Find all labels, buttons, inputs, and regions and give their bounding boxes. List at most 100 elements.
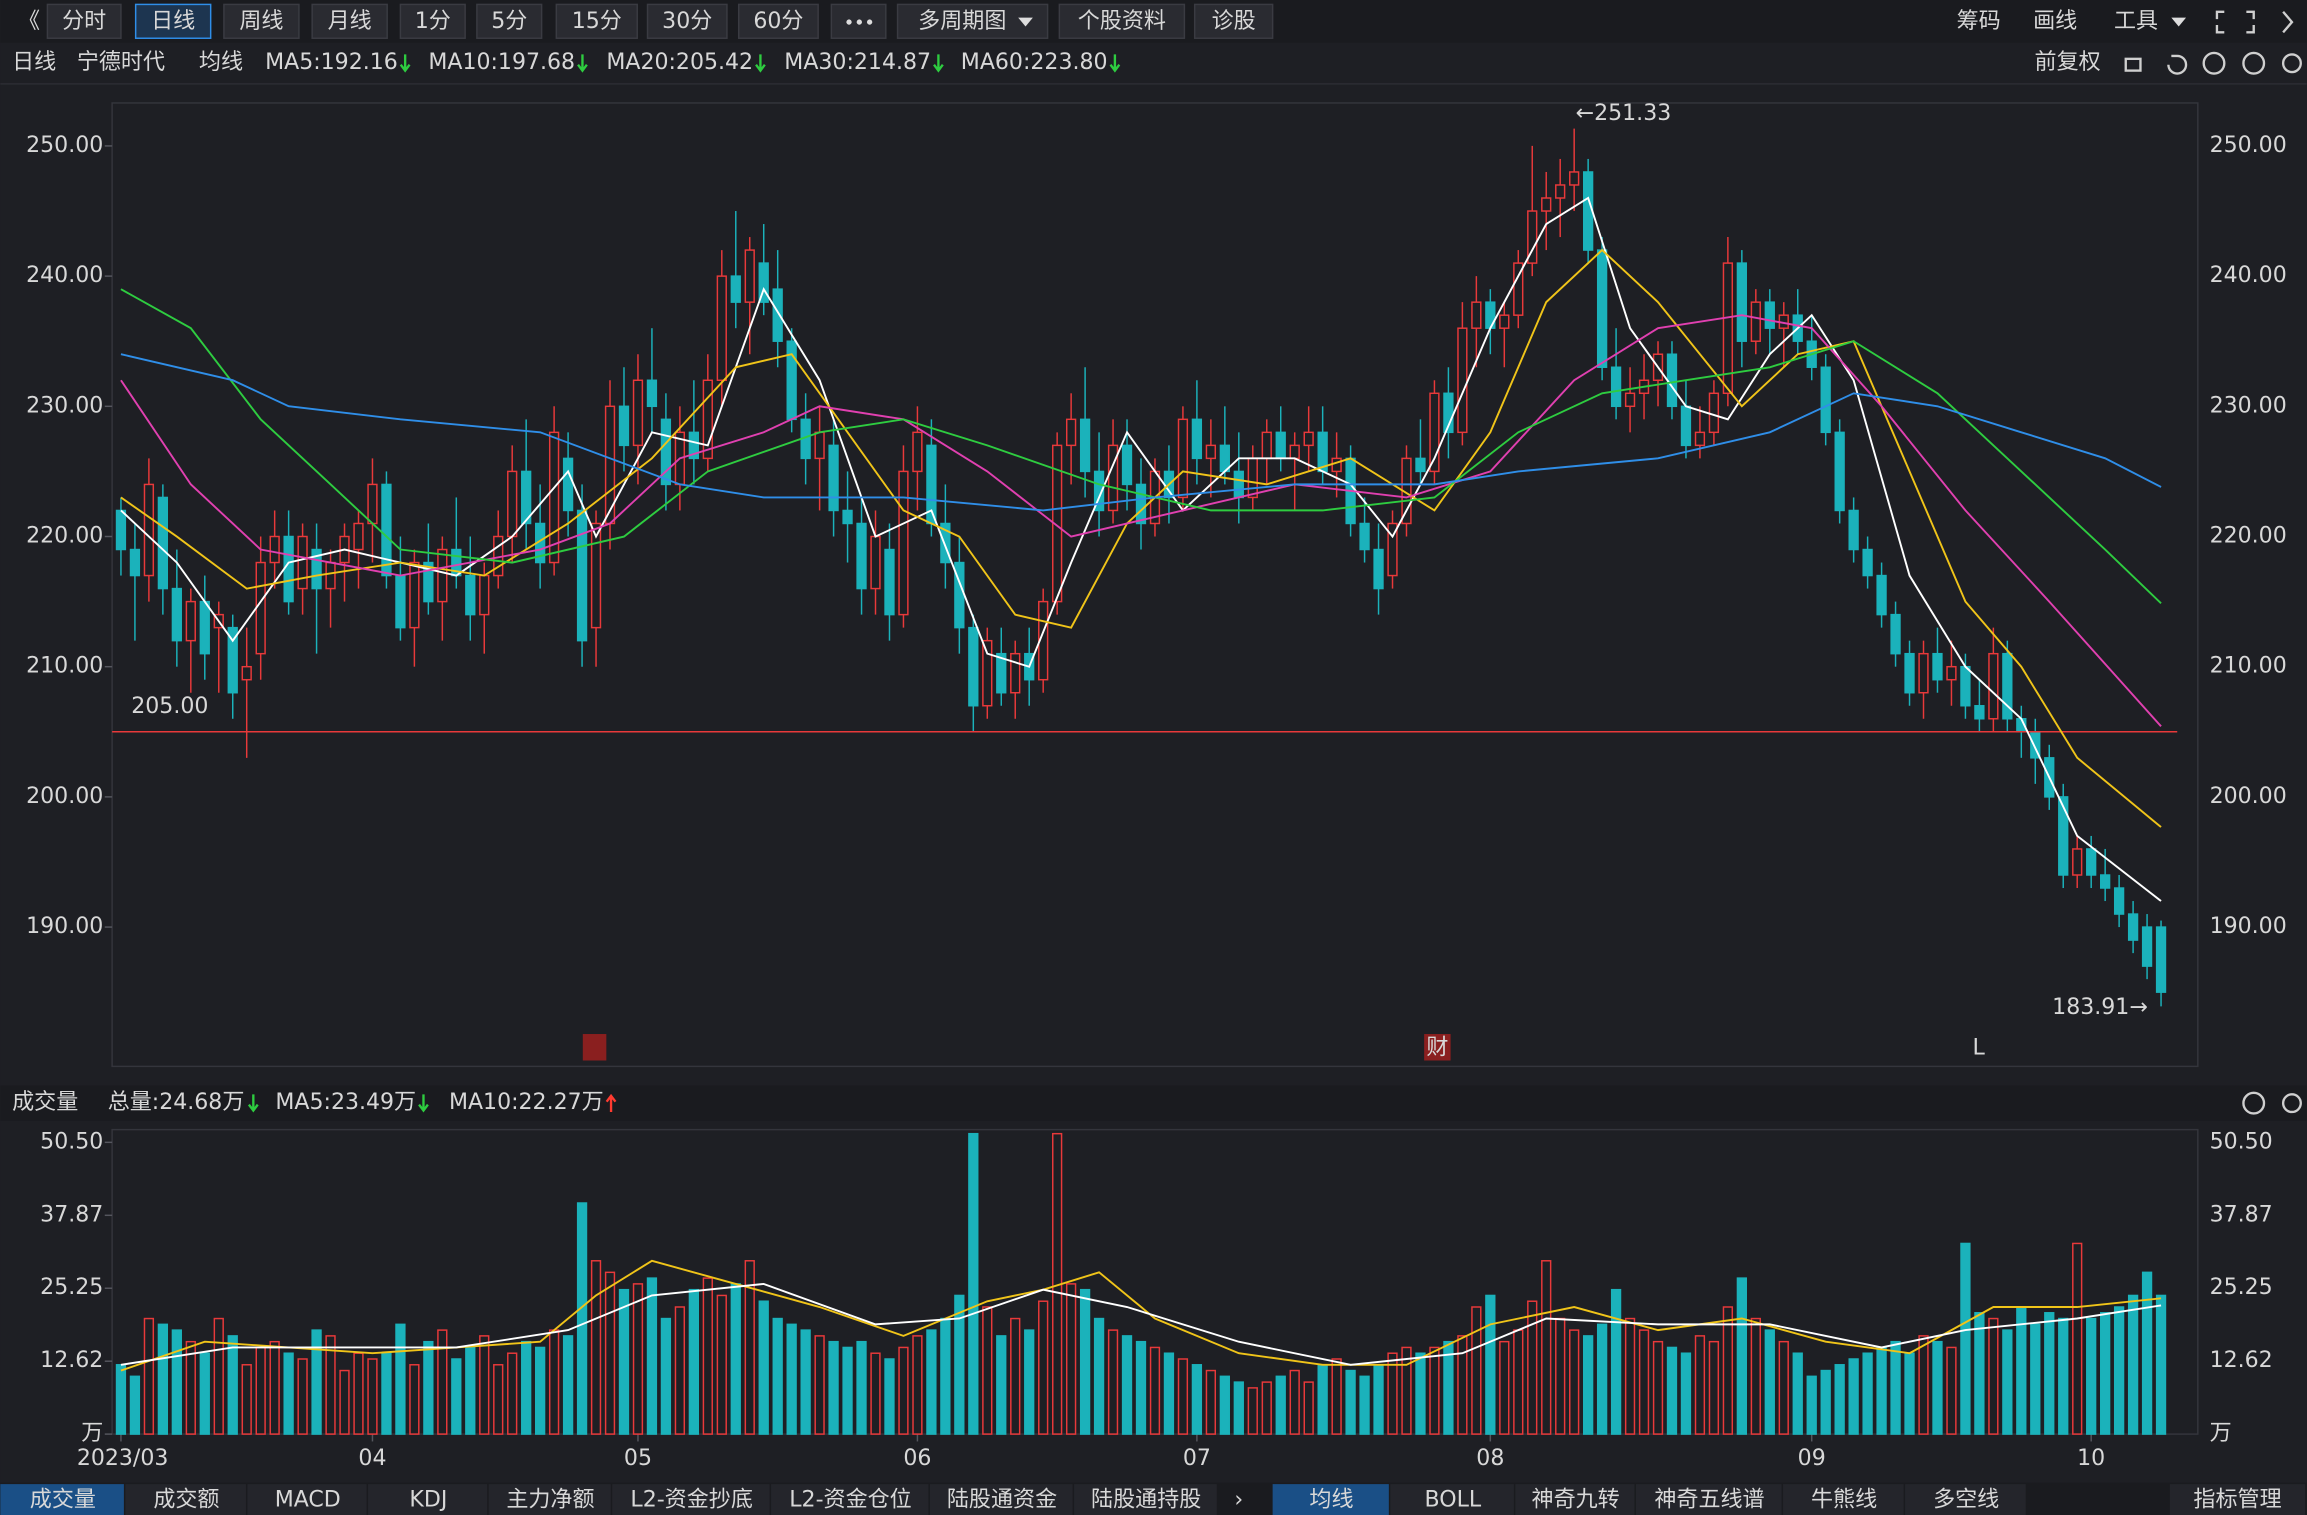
- tab-button[interactable]: [737, 3, 819, 39]
- manage-button[interactable]: [2169, 1484, 2306, 1515]
- overlay-tab[interactable]: [1515, 1484, 1635, 1515]
- indicator-tab-label[interactable]: 陆股通资金: [947, 1487, 1057, 1512]
- volume-bar: [786, 1323, 797, 1435]
- volume-bar: [1387, 1352, 1398, 1435]
- indicator-tab-label[interactable]: 成交量: [30, 1487, 96, 1512]
- scroll-right[interactable]: ›: [1234, 1487, 1243, 1512]
- volume-bar: [227, 1335, 238, 1435]
- tab-button[interactable]: [555, 3, 638, 39]
- tab-label[interactable]: 1分: [415, 9, 451, 34]
- toolbar-label[interactable]: 多周期图: [918, 9, 1006, 34]
- adjust-label[interactable]: 前复权: [2035, 50, 2101, 75]
- x-tick-label: 04: [358, 1446, 386, 1471]
- overlay-tab-label[interactable]: 多空线: [1933, 1487, 1999, 1512]
- overlay-tab-label[interactable]: 均线: [1309, 1487, 1353, 1512]
- toolbar-label[interactable]: 诊股: [1212, 9, 1256, 34]
- indicator-tab[interactable]: [0, 1484, 124, 1515]
- volume-bar: [199, 1352, 210, 1435]
- candle-body: [1624, 392, 1636, 408]
- candle-body: [2155, 926, 2167, 993]
- indicator-tab[interactable]: [1074, 1484, 1217, 1515]
- toolbar-label[interactable]: 个股资料: [1078, 9, 1166, 34]
- indicator-tab-label[interactable]: 陆股通持股: [1091, 1487, 1201, 1512]
- volume-bar: [1317, 1364, 1328, 1435]
- indicator-tab-label[interactable]: KDJ: [409, 1487, 447, 1512]
- volume-bar: [2141, 1271, 2153, 1435]
- volume-bar: [2113, 1306, 2125, 1435]
- panel-title: 成交量: [12, 1090, 78, 1115]
- tab-label[interactable]: 月线: [328, 9, 372, 34]
- tab-label[interactable]: 30分: [662, 9, 712, 34]
- x-tick-label: 09: [1798, 1446, 1826, 1471]
- manage-label[interactable]: 指标管理: [2193, 1487, 2281, 1512]
- overlay-tab[interactable]: [1272, 1484, 1389, 1515]
- overlay-tab[interactable]: [1390, 1484, 1514, 1515]
- volume-bar: [590, 1260, 602, 1435]
- tab-button[interactable]: [46, 3, 122, 39]
- volume-bar: [912, 1335, 923, 1435]
- candle-body: [744, 249, 755, 303]
- overlay-tab-label[interactable]: 牛熊线: [1811, 1487, 1877, 1512]
- event-label[interactable]: L: [1973, 1036, 1986, 1061]
- more-button[interactable]: [830, 3, 887, 39]
- indicator-tab-label[interactable]: 主力净额: [506, 1487, 594, 1512]
- tab-label[interactable]: 日线: [151, 9, 195, 34]
- candle-body: [758, 262, 769, 303]
- tab-label[interactable]: 5分: [491, 9, 527, 34]
- tab-label[interactable]: 60分: [753, 9, 803, 34]
- tab-button[interactable]: [311, 3, 388, 39]
- indicator-tab-label[interactable]: L2-资金抄底: [630, 1487, 752, 1512]
- tab-label[interactable]: 周线: [239, 9, 283, 34]
- tab-button[interactable]: [476, 3, 543, 39]
- indicator-tab[interactable]: [929, 1484, 1073, 1515]
- ma-label: 均线: [199, 50, 243, 75]
- candle-body: [1722, 262, 1734, 395]
- candle-body: [1904, 652, 1915, 694]
- toolbar-right[interactable]: 筹码: [1957, 9, 2001, 34]
- volume-bar: [1191, 1364, 1203, 1435]
- overlay-tab[interactable]: [1905, 1484, 2026, 1515]
- toolbar-right[interactable]: 画线: [2033, 9, 2077, 34]
- volume-bar: [1038, 1300, 1049, 1435]
- y-tick-label-right: 240.00: [2210, 263, 2287, 288]
- y-tick-label: 万: [81, 1421, 103, 1446]
- volume-bar: [507, 1352, 518, 1435]
- overlay-tab-label[interactable]: BOLL: [1424, 1487, 1481, 1512]
- overlay-tab[interactable]: [1635, 1484, 1782, 1515]
- candle-body: [1946, 665, 1957, 681]
- indicator-tab-label[interactable]: L2-资金仓位: [789, 1487, 911, 1512]
- candle-body: [2086, 848, 2097, 876]
- overlay-tab-label[interactable]: 神奇五线谱: [1654, 1487, 1764, 1512]
- tab-label[interactable]: 15分: [572, 9, 622, 34]
- tab-button[interactable]: [646, 3, 728, 39]
- overlay-tab-label[interactable]: 神奇九转: [1532, 1487, 1620, 1512]
- tab-button[interactable]: [223, 3, 300, 39]
- toolbar-right[interactable]: 工具: [2114, 9, 2158, 34]
- tab-label[interactable]: 分时: [62, 9, 106, 34]
- indicator-tab-label[interactable]: 成交额: [153, 1487, 219, 1512]
- indicator-tab[interactable]: [771, 1484, 929, 1515]
- back-icon[interactable]: 《: [18, 9, 40, 34]
- event-label[interactable]: 财: [1426, 1036, 1448, 1061]
- indicator-tab[interactable]: [247, 1484, 367, 1515]
- indicator-tab[interactable]: [368, 1484, 488, 1515]
- tab-button[interactable]: [399, 3, 466, 39]
- volume-bar: [1415, 1352, 1426, 1435]
- toolbar-button[interactable]: [1193, 3, 1274, 39]
- volume-bar: [2072, 1242, 2083, 1435]
- event-icon[interactable]: [582, 1034, 607, 1061]
- indicator-tab-label[interactable]: MACD: [275, 1487, 341, 1512]
- indicator-tab[interactable]: [612, 1484, 770, 1515]
- trend-arrow: [755, 54, 766, 73]
- indicator-tab[interactable]: [488, 1484, 611, 1515]
- volume-bar: [1275, 1375, 1286, 1435]
- volume-header: [0, 1085, 2307, 1121]
- overlay-tab[interactable]: [1783, 1484, 1904, 1515]
- candle-body: [562, 457, 574, 512]
- candle-body: [632, 379, 644, 447]
- candle-body: [1708, 392, 1720, 434]
- tab-button[interactable]: [134, 3, 212, 39]
- indicator-tab[interactable]: [125, 1484, 246, 1515]
- candle-body: [241, 665, 252, 681]
- toolbar-button[interactable]: [1058, 3, 1186, 39]
